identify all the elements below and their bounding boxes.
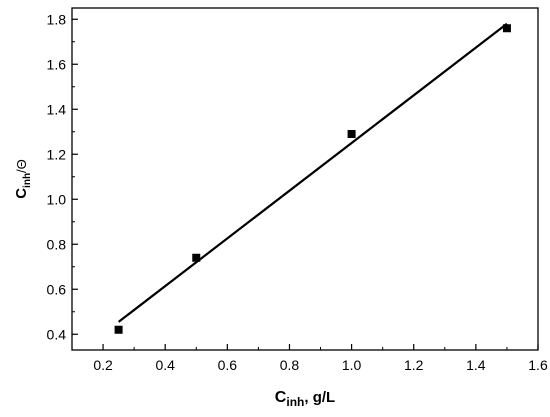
y-tick-label: 1.8 <box>47 11 67 27</box>
x-tick-label: 1.0 <box>342 357 362 373</box>
y-tick-label: 1.0 <box>47 191 67 207</box>
y-tick-label: 1.6 <box>47 56 67 72</box>
data-point-marker <box>502 24 511 33</box>
plot-frame <box>71 7 539 351</box>
y-axis-label: Cinh/Θ <box>13 159 33 199</box>
x-tick-label: 0.4 <box>155 357 175 373</box>
x-tick-label: 1.6 <box>528 357 548 373</box>
y-tick-label: 1.2 <box>47 146 67 162</box>
x-tick-label: 0.2 <box>93 357 113 373</box>
y-axis-label-sub: inh <box>22 173 33 188</box>
data-points <box>114 24 511 334</box>
data-point-marker <box>347 130 356 138</box>
data-point-marker <box>114 325 123 334</box>
x-tick-label: 1.4 <box>466 357 486 373</box>
y-axis-label-suffix: /Θ <box>14 159 29 173</box>
x-axis-label-suffix: , g/L <box>304 389 335 406</box>
fit-line-group <box>117 22 508 323</box>
data-point-marker <box>192 253 201 262</box>
y-tick-label: 1.4 <box>47 101 67 117</box>
x-tick-label: 0.6 <box>218 357 238 373</box>
x-tick-label: 0.8 <box>280 357 300 373</box>
y-axis-label-main: C <box>13 188 30 199</box>
x-axis-label-sub: inh <box>286 395 304 409</box>
y-tick-label: 0.8 <box>47 236 67 252</box>
axis-ticks <box>71 18 539 350</box>
x-axis-label: Cinh, g/L <box>275 389 335 409</box>
fit-line <box>117 22 508 323</box>
x-tick-label: 1.2 <box>404 357 424 373</box>
axis-tick-labels: 0.2 0.4 0.6 0.8 1.0 1.2 1.4 1.6 0.4 0.6 0.8 1.0 1.2 1… <box>47 11 548 373</box>
y-tick-label: 0.6 <box>47 281 67 297</box>
x-axis-label-main: C <box>275 389 287 406</box>
y-tick-label: 0.4 <box>47 326 67 342</box>
